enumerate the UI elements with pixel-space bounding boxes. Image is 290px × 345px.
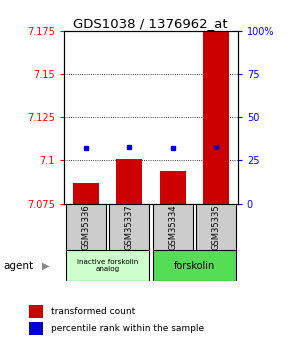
Text: GSM35336: GSM35336 — [81, 204, 90, 250]
Bar — [160, 171, 186, 204]
Bar — [203, 31, 229, 204]
Bar — [196, 204, 236, 250]
Bar — [29, 322, 43, 335]
Text: agent: agent — [3, 261, 33, 270]
Bar — [29, 305, 43, 318]
Text: inactive forskolin
analog: inactive forskolin analog — [77, 259, 138, 272]
Bar — [153, 204, 193, 250]
Title: GDS1038 / 1376962_at: GDS1038 / 1376962_at — [73, 17, 228, 30]
Text: ▶: ▶ — [42, 261, 50, 270]
Text: forskolin: forskolin — [174, 261, 215, 270]
Bar — [153, 250, 236, 281]
Bar — [66, 250, 149, 281]
Text: GSM35335: GSM35335 — [211, 204, 221, 250]
Bar — [116, 159, 142, 204]
Bar — [109, 204, 149, 250]
Text: GSM35337: GSM35337 — [124, 204, 134, 250]
Text: GSM35334: GSM35334 — [168, 204, 177, 250]
Bar — [72, 183, 99, 204]
Bar — [66, 204, 106, 250]
Text: transformed count: transformed count — [51, 307, 135, 316]
Text: percentile rank within the sample: percentile rank within the sample — [51, 324, 204, 333]
